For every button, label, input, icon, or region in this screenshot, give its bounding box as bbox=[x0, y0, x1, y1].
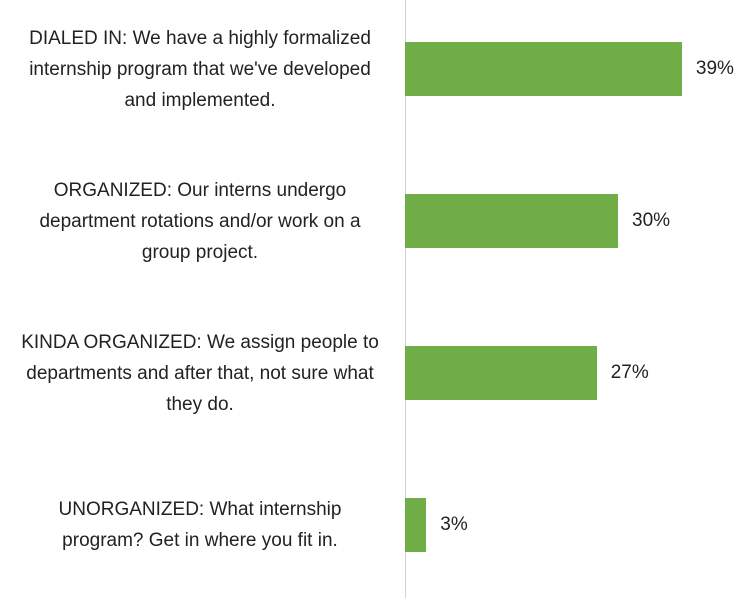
axis-line bbox=[405, 0, 406, 598]
value-label: 30% bbox=[632, 210, 671, 231]
bar bbox=[405, 194, 618, 248]
category-label: UNORGANIZED: What internship program? Ge… bbox=[10, 449, 390, 601]
category-text: ORGANIZED: Our interns undergo departmen… bbox=[39, 179, 361, 263]
bar bbox=[405, 42, 682, 96]
category-text: DIALED IN: We have a highly formalized i… bbox=[29, 27, 371, 111]
category-label: KINDA ORGANIZED: We assign people to dep… bbox=[10, 297, 390, 449]
category-text: KINDA ORGANIZED: We assign people to dep… bbox=[21, 331, 379, 415]
value-label: 39% bbox=[695, 58, 734, 79]
category-label: ORGANIZED: Our interns undergo departmen… bbox=[10, 145, 390, 297]
bar bbox=[405, 346, 597, 400]
value-label: 3% bbox=[440, 514, 468, 535]
category-text: UNORGANIZED: What internship program? Ge… bbox=[58, 499, 342, 551]
category-label: DIALED IN: We have a highly formalized i… bbox=[10, 0, 390, 145]
bar bbox=[405, 498, 427, 552]
value-label: 27% bbox=[610, 362, 649, 383]
